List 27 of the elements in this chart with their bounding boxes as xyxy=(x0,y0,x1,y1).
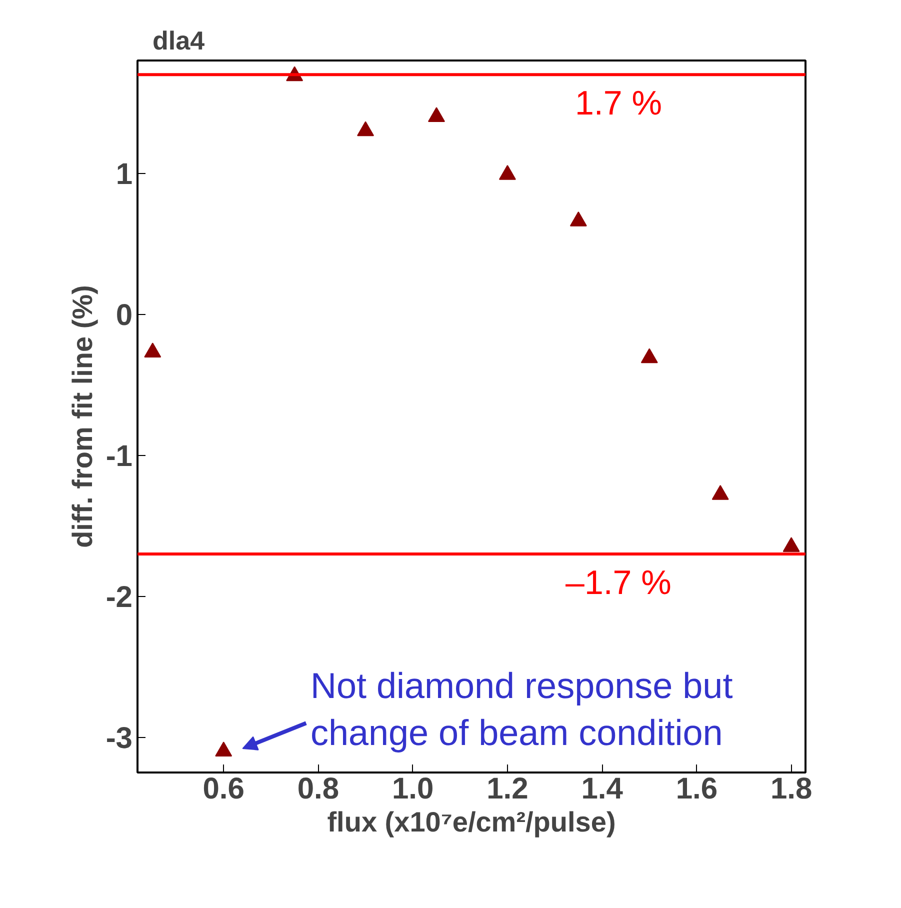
point xyxy=(498,164,516,180)
point xyxy=(215,742,232,756)
point xyxy=(712,485,729,500)
annotation: Not diamond response but change of beam condition xyxy=(310,664,733,754)
y-tick-label: -1 xyxy=(106,440,133,473)
y-axis-title: diff. from fit line (%) xyxy=(66,285,98,548)
ref-line-label: –1.7 % xyxy=(566,564,672,602)
y-tick-label: 1 xyxy=(116,158,133,191)
x-tick-label: 1.8 xyxy=(770,772,812,806)
point xyxy=(428,107,445,122)
y-tick-label: -2 xyxy=(106,580,133,614)
point xyxy=(357,121,374,136)
x-tick-label: 1.6 xyxy=(676,772,718,806)
point xyxy=(570,211,587,226)
x-tick-label: 1.2 xyxy=(486,772,528,806)
y-tick-label: -3 xyxy=(106,722,133,755)
x-tick-label: 0.8 xyxy=(297,772,340,806)
point xyxy=(782,537,800,552)
ref-line-label: 1.7 % xyxy=(574,84,662,123)
x-tick-label: 1.4 xyxy=(581,772,624,806)
chart-title: dla4 xyxy=(152,26,206,56)
y-tick-label: 0 xyxy=(116,298,133,332)
x-tick-label: 1.0 xyxy=(392,772,434,806)
point xyxy=(640,348,658,364)
point xyxy=(144,342,162,358)
x-tick-label: 0.6 xyxy=(202,772,244,806)
x-axis-title: flux (x10⁷e/cm²/pulse) xyxy=(327,806,616,838)
